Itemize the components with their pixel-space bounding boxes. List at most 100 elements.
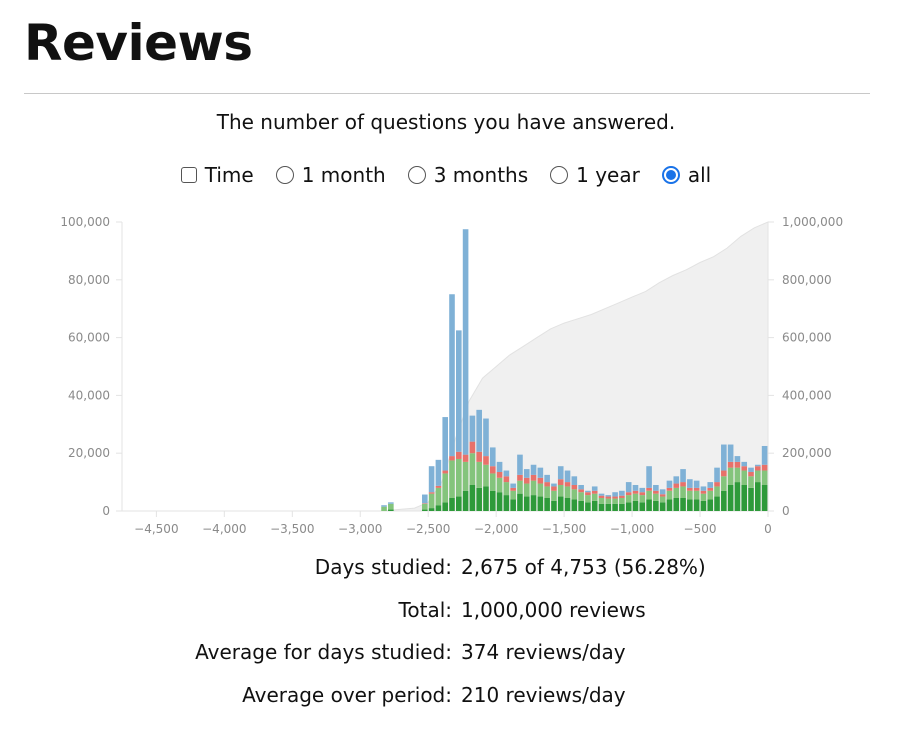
learn-bar[interactable] <box>639 487 646 493</box>
relearn-bar[interactable] <box>741 466 748 471</box>
young-bar[interactable] <box>748 476 754 488</box>
mature-bar[interactable] <box>523 496 530 511</box>
mature-bar[interactable] <box>578 500 584 511</box>
learn-bar[interactable] <box>422 494 428 504</box>
young-bar[interactable] <box>537 483 544 497</box>
mature-bar[interactable] <box>428 508 435 511</box>
young-bar[interactable] <box>557 484 564 497</box>
relearn-bar[interactable] <box>727 461 734 468</box>
mature-bar[interactable] <box>442 502 449 511</box>
mature-bar[interactable] <box>755 482 761 511</box>
relearn-bar[interactable] <box>653 490 659 494</box>
mature-bar[interactable] <box>517 493 523 511</box>
mature-bar[interactable] <box>734 482 741 511</box>
young-bar[interactable] <box>687 490 693 500</box>
learn-bar[interactable] <box>571 476 578 485</box>
mature-bar[interactable] <box>666 499 673 511</box>
learn-bar[interactable] <box>741 461 748 467</box>
young-bar[interactable] <box>517 480 523 494</box>
young-bar[interactable] <box>503 482 510 496</box>
learn-bar[interactable] <box>625 482 632 493</box>
young-bar[interactable] <box>469 453 476 485</box>
learn-bar[interactable] <box>714 467 720 483</box>
young-bar[interactable] <box>693 490 700 500</box>
range-radio-all[interactable]: all <box>661 163 711 187</box>
young-bar[interactable] <box>564 486 571 498</box>
mature-bar[interactable] <box>761 484 768 511</box>
young-bar[interactable] <box>714 486 720 497</box>
learn-bar[interactable] <box>517 454 523 475</box>
relearn-bar[interactable] <box>714 482 720 487</box>
relearn-bar[interactable] <box>646 487 652 491</box>
mature-bar[interactable] <box>612 503 618 511</box>
learn-bar[interactable] <box>721 444 727 471</box>
mature-bar[interactable] <box>544 498 550 511</box>
learn-bar[interactable] <box>530 464 537 475</box>
young-bar[interactable] <box>388 503 394 510</box>
young-bar[interactable] <box>462 461 469 491</box>
young-bar[interactable] <box>435 487 442 506</box>
learn-bar[interactable] <box>693 480 700 488</box>
young-bar[interactable] <box>700 493 707 501</box>
bars-layer[interactable] <box>381 229 768 511</box>
learn-bar[interactable] <box>449 294 455 457</box>
learn-bar[interactable] <box>653 484 659 491</box>
mature-bar[interactable] <box>714 496 720 511</box>
mature-bar[interactable] <box>571 499 578 511</box>
relearn-bar[interactable] <box>687 487 693 491</box>
young-bar[interactable] <box>721 476 727 491</box>
learn-bar[interactable] <box>537 467 544 478</box>
relearn-bar[interactable] <box>680 482 686 487</box>
mature-bar[interactable] <box>462 490 469 511</box>
mature-bar[interactable] <box>687 499 693 511</box>
learn-bar[interactable] <box>381 505 387 507</box>
relearn-bar[interactable] <box>748 471 754 477</box>
young-bar[interactable] <box>666 490 673 500</box>
young-bar[interactable] <box>578 492 584 501</box>
relearn-bar[interactable] <box>619 495 625 498</box>
learn-bar[interactable] <box>605 495 612 497</box>
young-bar[interactable] <box>422 503 428 510</box>
learn-bar[interactable] <box>748 467 754 472</box>
mature-bar[interactable] <box>673 498 680 511</box>
relearn-bar[interactable] <box>605 496 612 499</box>
relearn-bar[interactable] <box>673 483 680 488</box>
mature-bar[interactable] <box>530 495 537 511</box>
relearn-bar[interactable] <box>428 492 435 494</box>
relearn-bar[interactable] <box>456 451 462 459</box>
young-bar[interactable] <box>496 477 503 493</box>
mature-bar[interactable] <box>625 502 632 511</box>
young-bar[interactable] <box>707 490 714 500</box>
mature-bar[interactable] <box>489 490 496 511</box>
relearn-bar[interactable] <box>483 456 489 465</box>
young-bar[interactable] <box>653 493 659 501</box>
mature-bar[interactable] <box>496 492 503 511</box>
relearn-bar[interactable] <box>523 477 530 484</box>
learn-bar[interactable] <box>612 492 618 497</box>
learn-bar[interactable] <box>428 466 435 493</box>
relearn-bar[interactable] <box>612 496 618 499</box>
young-bar[interactable] <box>551 490 557 501</box>
learn-bar[interactable] <box>442 417 449 471</box>
relearn-bar[interactable] <box>469 441 476 454</box>
young-bar[interactable] <box>381 506 387 511</box>
mature-bar[interactable] <box>598 503 605 511</box>
relearn-bar[interactable] <box>721 470 727 477</box>
young-bar[interactable] <box>442 473 449 503</box>
range-radio-1-month[interactable]: 1 month <box>275 163 386 187</box>
reviews-chart[interactable]: 0 20,000 40,000 60,000 80,000 100,000 0 200,000… <box>0 205 906 545</box>
learn-bar[interactable] <box>456 330 462 452</box>
relearn-bar[interactable] <box>755 466 761 471</box>
learn-bar[interactable] <box>388 502 394 504</box>
learn-bar[interactable] <box>551 483 557 487</box>
relearn-bar[interactable] <box>544 482 550 487</box>
learn-bar[interactable] <box>435 459 442 486</box>
range-radio-1-year[interactable]: 1 year <box>550 163 640 187</box>
relearn-bar[interactable] <box>449 456 455 461</box>
young-bar[interactable] <box>428 493 435 509</box>
relearn-bar[interactable] <box>496 471 503 478</box>
mature-bar[interactable] <box>700 500 707 511</box>
mature-bar[interactable] <box>693 499 700 511</box>
young-bar[interactable] <box>523 483 530 497</box>
time-checkbox[interactable]: Time <box>180 163 254 187</box>
